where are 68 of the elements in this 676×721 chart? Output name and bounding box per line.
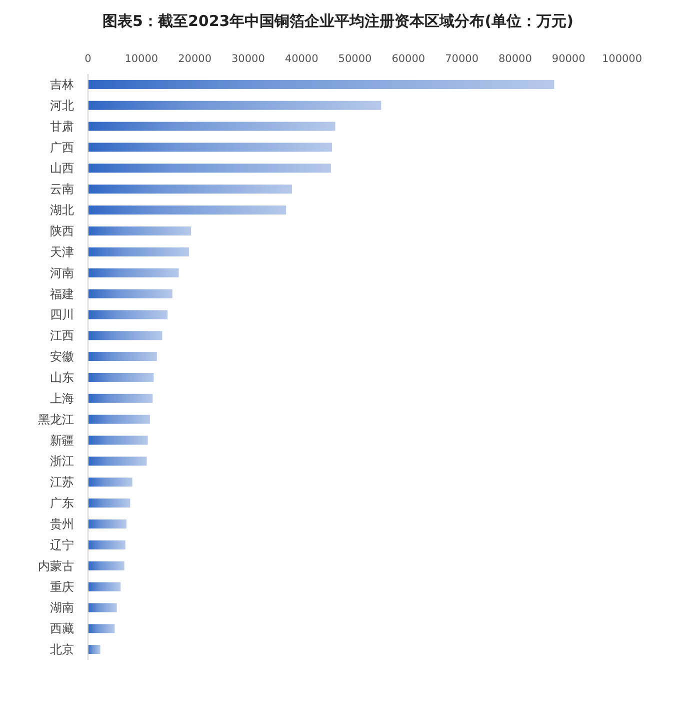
x-tick-label: 70000 — [445, 53, 479, 65]
y-tick-label: 山西 — [50, 161, 74, 176]
x-tick-label: 10000 — [124, 53, 158, 65]
y-tick-label: 西藏 — [50, 622, 74, 636]
bar — [88, 268, 179, 278]
y-tick-label: 浙江 — [50, 454, 74, 468]
y-tick-label: 湖南 — [50, 600, 74, 615]
bar — [88, 603, 117, 612]
chart-title: 图表5：截至2023年中国铜箔企业平均注册资本区域分布(单位：万元) — [102, 12, 574, 30]
y-tick-label: 北京 — [50, 642, 74, 657]
y-tick-label: 新疆 — [50, 433, 74, 448]
bar — [88, 582, 121, 592]
bar — [88, 331, 162, 340]
y-tick-label: 辽宁 — [50, 538, 74, 552]
x-tick-label: 80000 — [498, 53, 532, 65]
x-tick-label: 50000 — [338, 53, 372, 65]
bar — [88, 310, 168, 320]
y-tick-label: 福建 — [50, 286, 74, 301]
bar — [88, 206, 286, 215]
x-tick-label: 100000 — [602, 53, 642, 65]
bar — [88, 352, 157, 362]
y-tick-label: 广东 — [50, 496, 74, 510]
y-tick-label: 上海 — [50, 391, 74, 406]
bar — [88, 184, 292, 194]
x-tick-label: 30000 — [231, 53, 265, 65]
bar — [88, 645, 100, 654]
bar — [88, 226, 192, 236]
y-tick-label: 江西 — [50, 328, 74, 343]
bar — [88, 80, 554, 89]
y-tick-label: 重庆 — [50, 580, 74, 594]
bar — [88, 142, 332, 152]
bar — [88, 519, 126, 528]
x-tick-label: 90000 — [552, 53, 586, 65]
bar — [88, 540, 126, 550]
y-tick-label: 陕西 — [50, 224, 74, 238]
y-tick-label: 甘肃 — [50, 119, 74, 134]
bar — [88, 394, 153, 403]
bar — [88, 122, 336, 131]
bar — [88, 164, 331, 173]
x-tick-label: 0 — [84, 53, 92, 65]
y-tick-label: 贵州 — [50, 516, 74, 531]
y-tick-label: 广西 — [50, 140, 74, 154]
y-tick-label: 江苏 — [50, 475, 74, 490]
y-tick-label: 河北 — [50, 98, 74, 112]
bar — [88, 289, 172, 298]
bar — [88, 456, 147, 466]
bar — [88, 561, 124, 570]
y-tick-label: 山东 — [50, 370, 74, 384]
y-tick-label: 黑龙江 — [38, 412, 74, 426]
x-tick-label: 60000 — [392, 53, 426, 65]
y-tick-label: 河南 — [50, 266, 74, 280]
bar — [88, 478, 132, 487]
x-tick-label: 40000 — [284, 53, 318, 65]
bar — [88, 414, 150, 424]
y-tick-label: 天津 — [50, 244, 74, 259]
bar — [88, 436, 148, 445]
bar — [88, 498, 130, 508]
bar — [88, 624, 115, 634]
bar — [88, 100, 382, 110]
y-tick-label: 湖北 — [50, 203, 74, 218]
x-tick-label: 20000 — [178, 53, 212, 65]
bar — [88, 372, 154, 382]
y-tick-label: 云南 — [50, 182, 74, 196]
y-tick-label: 四川 — [50, 308, 74, 322]
bar — [88, 247, 189, 256]
y-tick-label: 内蒙古 — [38, 558, 74, 573]
y-tick-label: 安徽 — [50, 350, 74, 364]
y-tick-label: 吉林 — [50, 77, 74, 92]
